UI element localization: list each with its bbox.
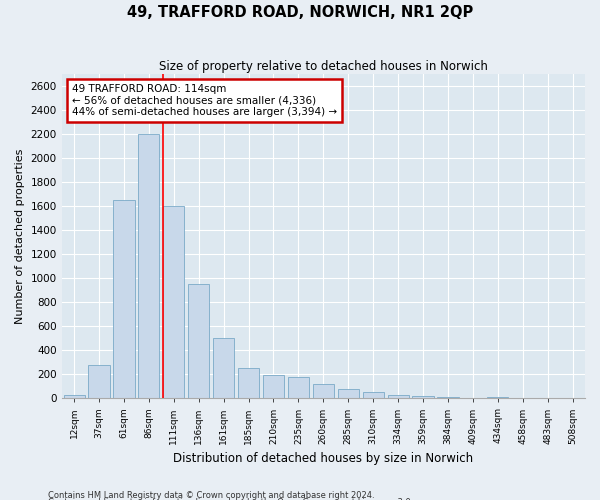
Bar bbox=[113, 200, 134, 398]
Text: 49, TRAFFORD ROAD, NORWICH, NR1 2QP: 49, TRAFFORD ROAD, NORWICH, NR1 2QP bbox=[127, 5, 473, 20]
Bar bbox=[64, 396, 85, 398]
Bar bbox=[188, 284, 209, 399]
Y-axis label: Number of detached properties: Number of detached properties bbox=[15, 148, 25, 324]
Text: Contains HM Land Registry data © Crown copyright and database right 2024.: Contains HM Land Registry data © Crown c… bbox=[48, 490, 374, 500]
Bar bbox=[138, 134, 160, 398]
Text: Contains public sector information licensed under the Open Government Licence v3: Contains public sector information licen… bbox=[48, 498, 413, 500]
Title: Size of property relative to detached houses in Norwich: Size of property relative to detached ho… bbox=[159, 60, 488, 73]
Bar bbox=[288, 378, 309, 398]
Bar bbox=[487, 397, 508, 398]
X-axis label: Distribution of detached houses by size in Norwich: Distribution of detached houses by size … bbox=[173, 452, 473, 465]
Bar bbox=[88, 366, 110, 398]
Bar bbox=[362, 392, 384, 398]
Bar bbox=[388, 394, 409, 398]
Text: 49 TRAFFORD ROAD: 114sqm
← 56% of detached houses are smaller (4,336)
44% of sem: 49 TRAFFORD ROAD: 114sqm ← 56% of detach… bbox=[72, 84, 337, 117]
Bar bbox=[213, 338, 234, 398]
Bar bbox=[313, 384, 334, 398]
Bar bbox=[437, 397, 458, 398]
Bar bbox=[338, 390, 359, 398]
Bar bbox=[412, 396, 434, 398]
Bar bbox=[238, 368, 259, 398]
Bar bbox=[263, 376, 284, 398]
Bar bbox=[163, 206, 184, 398]
